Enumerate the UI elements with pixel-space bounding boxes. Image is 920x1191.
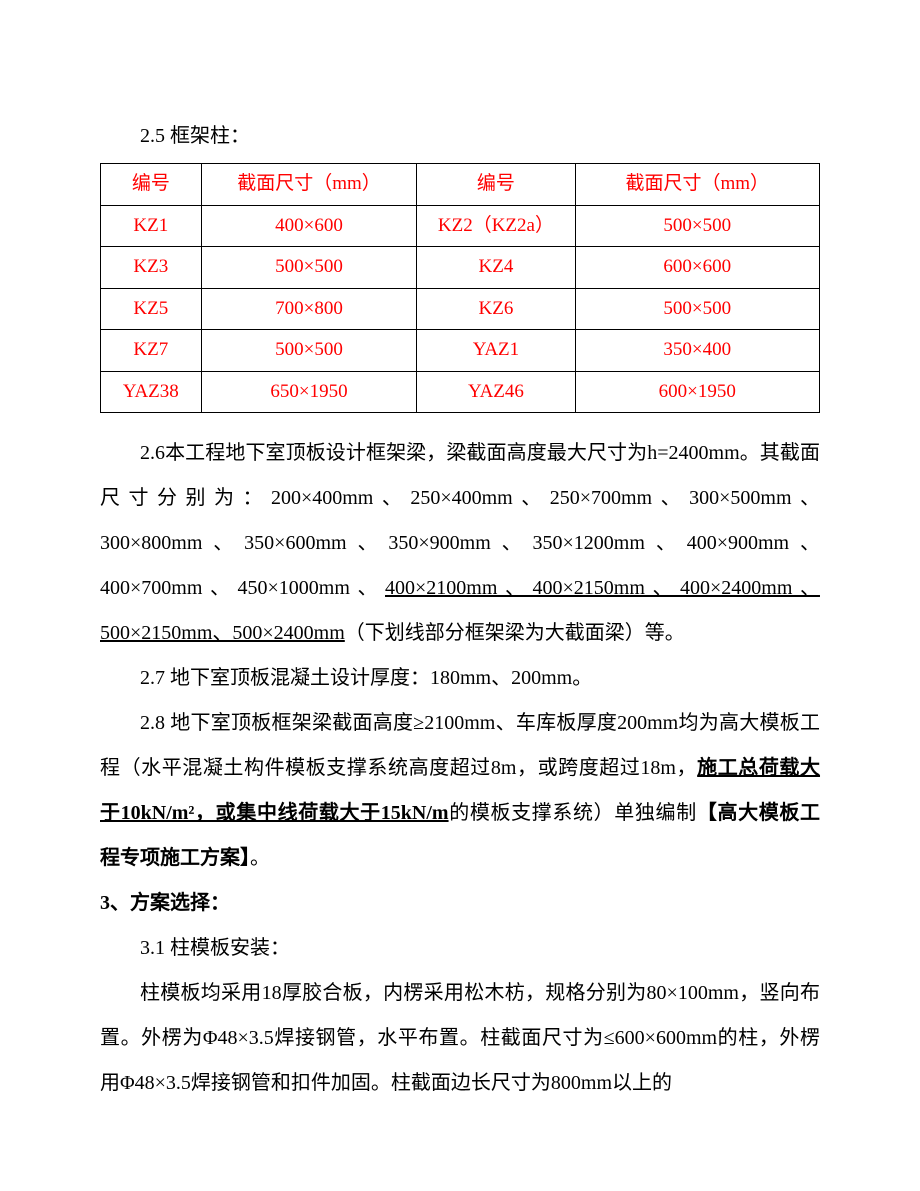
paragraph-2-6: 2.6本工程地下室顶板设计框架梁，梁截面高度最大尺寸为h=2400mm。其截面尺… [100,431,820,656]
table-row: KZ7 500×500 YAZ1 350×400 [101,330,820,372]
table-row: YAZ38 650×1950 YAZ46 600×1950 [101,371,820,413]
cell-dim: 700×800 [201,288,417,330]
th-id-2: 编号 [417,164,575,206]
cell-id: KZ2（KZ2a） [417,205,575,247]
text-2-8-b: 的模板支撑系统）单独编制 [449,802,697,824]
text-2-6-a: 2.6本工程地下室顶板设计框架梁，梁截面高度最大尺寸为h=2400mm。其截面尺… [100,442,820,599]
th-id-1: 编号 [101,164,202,206]
cell-id: KZ1 [101,205,202,247]
cell-dim: 600×1950 [575,371,819,413]
paragraph-3-1-body: 柱模板均采用18厚胶合板，内楞采用松木枋，规格分别为80×100mm，竖向布置。… [100,971,820,1106]
cell-id: KZ7 [101,330,202,372]
cell-id: YAZ1 [417,330,575,372]
heading-3: 3、方案选择： [100,881,820,926]
cell-id: KZ4 [417,247,575,289]
cell-dim: 500×500 [575,205,819,247]
heading-3-1: 3.1 柱模板安装： [100,926,820,971]
cell-id: KZ3 [101,247,202,289]
table-row: KZ1 400×600 KZ2（KZ2a） 500×500 [101,205,820,247]
cell-dim: 500×500 [575,288,819,330]
cell-dim: 500×500 [201,247,417,289]
cell-id: YAZ46 [417,371,575,413]
column-spec-table: 编号 截面尺寸（mm） 编号 截面尺寸（mm） KZ1 400×600 KZ2（… [100,163,820,413]
cell-dim: 600×600 [575,247,819,289]
paragraph-2-7: 2.7 地下室顶板混凝土设计厚度：180mm、200mm。 [100,656,820,701]
table-row: KZ3 500×500 KZ4 600×600 [101,247,820,289]
th-dim-2: 截面尺寸（mm） [575,164,819,206]
cell-dim: 400×600 [201,205,417,247]
th-dim-1: 截面尺寸（mm） [201,164,417,206]
cell-id: KZ6 [417,288,575,330]
cell-dim: 650×1950 [201,371,417,413]
text-2-8-c: 。 [250,847,270,869]
cell-dim: 350×400 [575,330,819,372]
paragraph-2-8: 2.8 地下室顶板框架梁截面高度≥2100mm、车库板厚度200mm均为高大模板… [100,701,820,881]
table-row: KZ5 700×800 KZ6 500×500 [101,288,820,330]
table-header-row: 编号 截面尺寸（mm） 编号 截面尺寸（mm） [101,164,820,206]
cell-id: KZ5 [101,288,202,330]
heading-2-5: 2.5 框架柱： [100,115,820,157]
cell-id: YAZ38 [101,371,202,413]
text-2-6-b: （下划线部分框架梁为大截面梁）等。 [345,622,685,644]
cell-dim: 500×500 [201,330,417,372]
